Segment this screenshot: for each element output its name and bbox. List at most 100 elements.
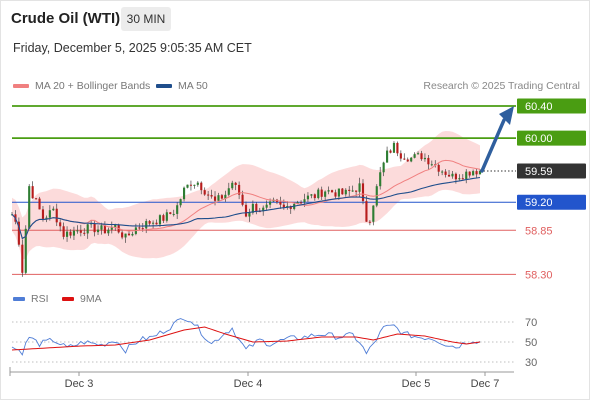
candle-body [213,196,217,201]
candle-body [289,205,292,209]
candle-body [179,199,182,206]
x-tick-label: Dec 5 [402,378,431,390]
candle-body [410,157,413,162]
candle-body [310,194,313,196]
candle-body [478,170,482,175]
rsi-line [11,318,481,356]
candle-body [210,195,213,197]
candle-body [141,228,144,230]
candle-body [107,229,110,234]
rsi-tick-label: 50 [525,337,537,349]
candle-body [368,221,371,223]
bollinger-bands [12,131,480,260]
candle-body [45,217,48,220]
candle-body [403,158,406,160]
timeframe-badge[interactable]: 30 MIN [121,7,171,31]
ma50-line [11,176,481,240]
ma20-line [11,159,481,240]
ma50-swatch [156,84,172,88]
candle-body [31,186,34,199]
legend-ma50: MA 50 [156,80,208,92]
candle-body [437,164,440,172]
legend-ma9: 9MA [62,293,102,305]
candle-body [79,230,82,233]
level-badge-text: 59.59 [525,166,553,178]
candle-body [238,184,241,195]
candle-body [196,182,199,185]
candle-body [48,210,51,218]
candle-body [86,224,89,234]
candle-body [351,190,354,192]
candle-body [389,150,392,153]
candle-body [121,232,124,238]
candle-body [28,186,31,229]
candle-body [172,213,175,215]
candle-body [306,195,310,200]
candle-body [169,212,172,214]
candle-body [348,189,351,191]
candle-body [182,187,186,200]
candle-body [203,190,206,195]
candle-body [327,190,330,192]
candle-body [341,188,344,195]
candle-body [299,202,303,204]
candle-body [386,150,389,163]
candle-body [96,229,100,233]
candle-body [286,205,289,208]
candle-body [458,178,461,180]
candle-body [317,189,320,199]
candle-body [231,182,234,189]
candle-body [465,171,468,179]
candle-body [90,223,93,225]
candle-body [21,244,24,273]
candle-body [234,182,237,185]
candle-body [447,174,451,177]
candle-body [69,231,72,236]
candle-body [337,188,340,197]
candle-body [41,209,45,220]
projection-arrow-head [499,106,514,126]
candle-body [193,184,196,186]
candle-body [372,205,375,222]
ma20-legend-label: MA 20 + Bollinger Bands [35,80,151,92]
ma9-line [11,326,481,351]
candle-body [65,231,69,237]
candle-body [427,157,430,165]
ma9-legend-label: 9MA [80,293,102,305]
candle-body [93,223,96,233]
ma20-swatch [13,84,29,88]
x-tick-label: Dec 7 [471,378,500,390]
candle-body [176,205,179,214]
candle-body [406,159,409,162]
candle-body [227,188,230,195]
candle-body [461,178,464,180]
candle-body [76,230,79,232]
ma9-swatch [62,297,74,301]
candle-body [313,194,316,199]
candle-body [379,172,382,187]
legend-rsi: RSI [13,293,49,305]
level-badge-59.20 [517,194,586,210]
rsi-tick-label: 70 [525,317,537,329]
candle-body [155,222,158,225]
candle-body [62,226,65,237]
level-badge-text: 60.00 [525,133,553,145]
level-badge-59.59 [517,163,586,179]
rsi-tick-label: 30 [525,357,537,369]
candle-body [38,198,41,210]
candle-body [152,222,155,224]
candle-body [430,164,433,166]
level-badge-text: 60.40 [525,101,553,113]
candle-body [454,173,457,180]
candle-body [251,203,254,213]
candle-body [303,199,306,203]
candle-body [269,201,272,205]
projection-arrow-shaft [480,118,506,173]
candle-body [279,201,282,205]
candle-body [262,207,265,212]
candle-body [114,224,117,228]
candle-body [55,208,58,223]
candle-body [162,215,165,221]
candle-body [413,154,416,158]
